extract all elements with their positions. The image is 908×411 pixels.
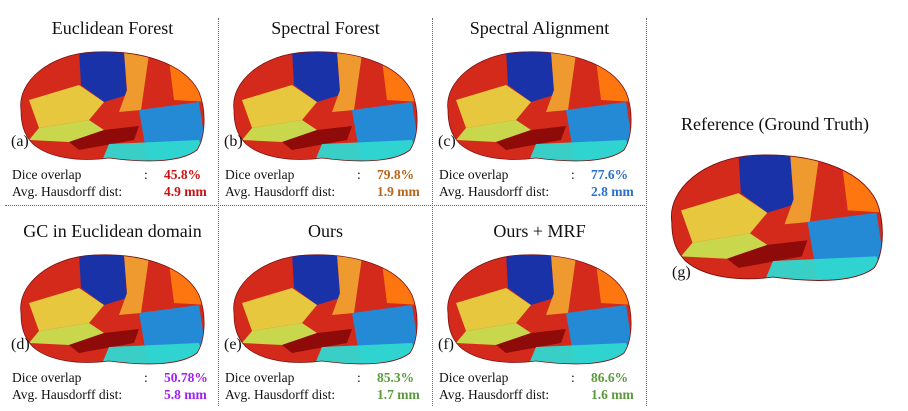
- panel-gc-euclidean: GC in Euclidean domain (d) Dice overlap:…: [5, 205, 220, 405]
- panel-ours-mrf: Ours + MRF (f) Dice overlap:86.6% Avg. H…: [432, 205, 647, 405]
- dice-value: 85.3%: [377, 370, 415, 385]
- panel-title: Ours: [308, 221, 343, 241]
- brain-surface-image: [447, 51, 632, 162]
- divider: [646, 18, 647, 406]
- metrics: Dice overlap:86.6% Avg. Hausdorff dist: 1…: [439, 370, 634, 402]
- hausdorff-label: Avg. Hausdorff dist:: [225, 387, 336, 402]
- panel-letter: (g): [672, 264, 691, 281]
- brain-surface-image: [233, 51, 418, 162]
- hausdorff-value: 1.7 mm: [377, 387, 420, 402]
- metrics: Dice overlap:79.8% Avg. Hausdorff dist: 1…: [225, 167, 420, 199]
- dice-label: Dice overlap: [225, 370, 295, 385]
- panel-ours: Ours (e) Dice overlap:85.3% Avg. Hausdor…: [218, 205, 433, 405]
- dice-label: Dice overlap: [225, 167, 295, 182]
- dice-value: 77.6%: [591, 167, 629, 182]
- panel-letter: (f): [438, 336, 454, 353]
- panel-title: Ours + MRF: [493, 221, 586, 241]
- dice-value: 50.78%: [164, 370, 208, 385]
- dice-value: 86.6%: [591, 370, 629, 385]
- brain-surface-image: [233, 254, 418, 365]
- metrics: Dice overlap:45.8% Avg. Hausdorff dist: 4…: [12, 167, 207, 199]
- brain-surface-image: [20, 51, 205, 162]
- brain-surface-image: [20, 254, 205, 365]
- panel-letter: (c): [438, 133, 456, 150]
- panel-title: Spectral Alignment: [469, 18, 610, 38]
- hausdorff-label: Avg. Hausdorff dist:: [225, 184, 336, 199]
- panel-reference: Reference (Ground Truth) (g): [650, 100, 900, 300]
- dice-label: Dice overlap: [12, 370, 82, 385]
- panel-title: GC in Euclidean domain: [23, 221, 202, 241]
- panel-spectral-alignment: Spectral Alignment (c) Dice overlap:77.6…: [432, 2, 647, 202]
- panel-letter: (e): [224, 336, 242, 353]
- panel-letter: (a): [11, 133, 29, 150]
- divider: [5, 205, 645, 206]
- hausdorff-value: 5.8 mm: [164, 387, 207, 402]
- dice-value: 79.8%: [377, 167, 415, 182]
- hausdorff-label: Avg. Hausdorff dist:: [439, 184, 550, 199]
- metrics: Dice overlap:77.6% Avg. Hausdorff dist: 2…: [439, 167, 634, 199]
- panel-spectral-forest: Spectral Forest (b) Dice overlap:79.8% A…: [218, 2, 433, 202]
- panel-title: Reference (Ground Truth): [681, 114, 869, 134]
- hausdorff-value: 4.9 mm: [164, 184, 207, 199]
- dice-value: 45.8%: [164, 167, 202, 182]
- dice-label: Dice overlap: [439, 167, 509, 182]
- metrics: Dice overlap:50.78% Avg. Hausdorff dist:…: [12, 370, 208, 402]
- panel-euclidean-forest: Euclidean Forest (a) Dice overlap:45.8% …: [5, 2, 220, 202]
- divider: [432, 18, 433, 406]
- hausdorff-label: Avg. Hausdorff dist:: [12, 184, 123, 199]
- hausdorff-label: Avg. Hausdorff dist:: [439, 387, 550, 402]
- panel-title: Spectral Forest: [271, 18, 380, 38]
- hausdorff-value: 2.8 mm: [591, 184, 634, 199]
- dice-label: Dice overlap: [12, 167, 82, 182]
- brain-surface-image: [671, 154, 883, 281]
- dice-label: Dice overlap: [439, 370, 509, 385]
- panel-letter: (b): [224, 133, 243, 150]
- hausdorff-value: 1.6 mm: [591, 387, 634, 402]
- divider: [218, 18, 219, 406]
- metrics: Dice overlap:85.3% Avg. Hausdorff dist: 1…: [225, 370, 420, 402]
- panel-title: Euclidean Forest: [51, 18, 174, 38]
- panel-letter: (d): [11, 336, 30, 353]
- hausdorff-label: Avg. Hausdorff dist:: [12, 387, 123, 402]
- brain-surface-image: [447, 254, 632, 365]
- hausdorff-value: 1.9 mm: [377, 184, 420, 199]
